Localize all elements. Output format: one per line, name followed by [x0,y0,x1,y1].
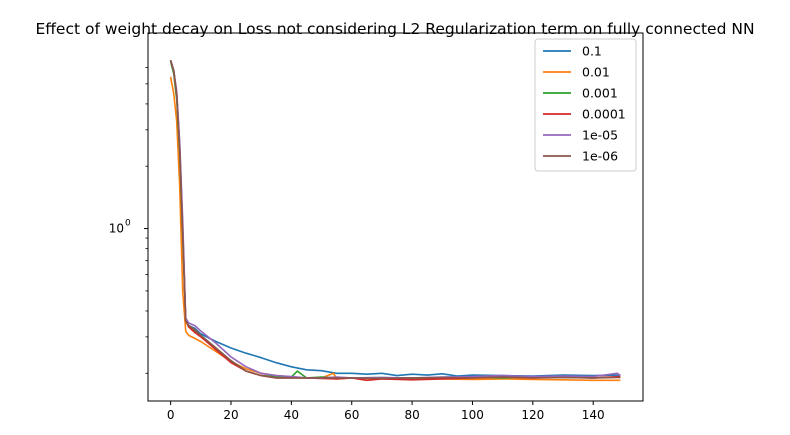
legend-label: 0.0001 [582,107,626,122]
y-tick-label: 10 [109,222,124,236]
axes-frame [147,32,644,402]
series-line-5 [169,59,621,380]
y-axis: 10 0 [109,67,148,374]
legend-label: 0.1 [582,44,602,59]
x-tick-label: 100 [461,408,484,422]
x-tick-label: 60 [344,408,359,422]
x-tick-label: 120 [521,408,544,422]
legend-label: 1e-05 [582,128,618,143]
x-tick-label: 140 [582,408,605,422]
x-axis: 0 20 40 60 80 100 120 140 [167,401,605,422]
legend: 0.1 0.01 0.001 0.0001 1e-05 1e-06 [534,38,637,172]
legend-label: 0.01 [582,65,610,80]
x-tick-label: 80 [404,408,419,422]
x-tick-label: 20 [223,408,238,422]
legend-label: 0.001 [582,86,618,101]
legend-label: 1e-06 [582,149,618,164]
chart-title: Effect of weight decay on Loss not consi… [35,20,754,38]
y-tick-label-exponent: 0 [125,219,131,229]
plot-lines [169,59,621,382]
x-tick-label: 40 [284,408,299,422]
x-tick-label: 0 [167,408,175,422]
